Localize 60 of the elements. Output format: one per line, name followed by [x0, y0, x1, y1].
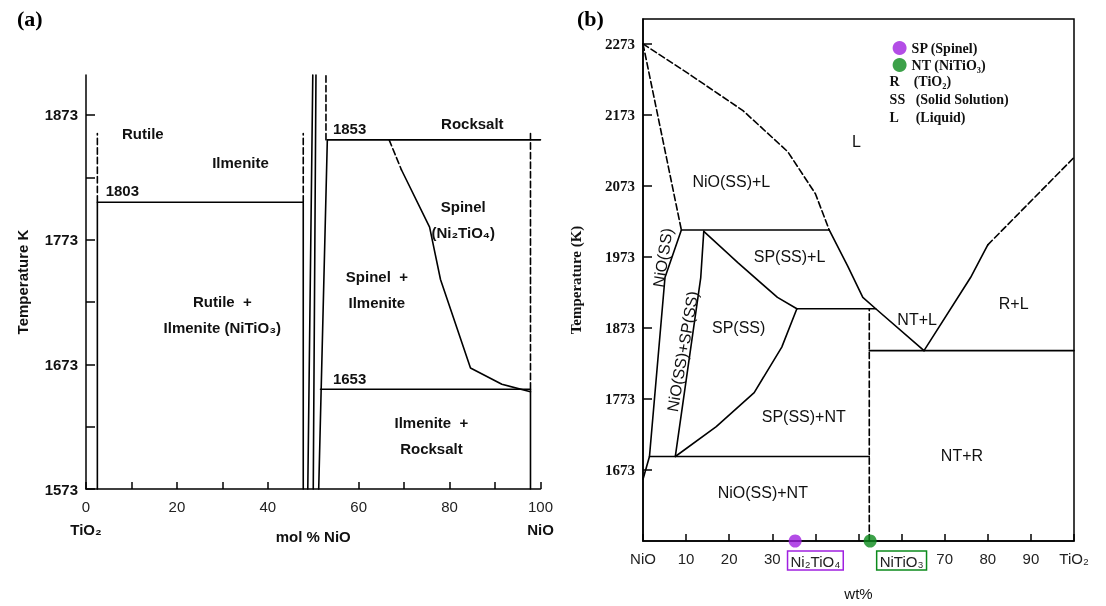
annotation: 1653: [332, 369, 367, 387]
x-tick-label: 90: [1022, 550, 1040, 567]
y-axis-title: Temperature (K): [567, 225, 585, 335]
annotation: NiO(SS)+L: [692, 173, 771, 191]
x-tick-label: NiO: [630, 550, 656, 567]
y-tick-label: 1673: [44, 355, 78, 373]
legend-label: SP (Spinel): [911, 40, 978, 57]
text: NiO: [527, 520, 555, 538]
x-tick-label: 70: [936, 550, 954, 567]
x-tick-label: 30: [763, 550, 781, 567]
annotation: L: [851, 132, 861, 150]
annotation: Spinel (Ni₂TiO₄): [431, 198, 495, 242]
annotation: Rutile + Ilmenite (NiTiO₃): [163, 292, 282, 336]
annotation: Spinel + Ilmenite: [345, 267, 409, 311]
x-tick-label: NiTiO₃: [879, 553, 924, 570]
annotation: SS (Solid Solution): [889, 91, 1009, 108]
annotation: R (TiO₂): [889, 73, 952, 90]
chart-title: (b): [577, 5, 604, 31]
annotation: SP(SS)+NT: [761, 408, 846, 426]
annotation: 1803: [105, 182, 140, 200]
x-tick-label: Ni₂TiO₄: [790, 553, 841, 570]
annotation: Rutile: [121, 125, 164, 143]
y-tick-label: 1773: [605, 390, 635, 407]
annotation: R+L: [998, 295, 1029, 313]
x-axis-title: wt%: [843, 585, 873, 602]
annotation: SP(SS): [712, 319, 766, 337]
annotation: NT+L: [897, 310, 937, 328]
x-tick-label: 80: [441, 498, 458, 515]
annotation: Ilmenite + Rocksalt: [394, 413, 469, 457]
x-tick-label: 20: [720, 550, 738, 567]
y-tick-label: 1873: [44, 106, 78, 124]
text: TiO₂: [70, 520, 102, 538]
annotation: SP(SS)+L: [753, 247, 826, 265]
y-tick-label: 1873: [605, 319, 635, 336]
y-tick-label: 1773: [44, 231, 78, 249]
annotation: 1853: [332, 120, 367, 138]
y-tick-label: 2073: [605, 177, 635, 194]
y-tick-label: 1973: [605, 248, 635, 265]
annotation: L (Liquid): [889, 109, 966, 126]
y-axis-title: Temperature K: [14, 229, 31, 335]
annotation: NT+R: [940, 446, 984, 464]
x-tick-label: 60: [350, 498, 368, 515]
x-tick-label: 0: [81, 498, 91, 515]
chart-title: (a): [17, 5, 43, 31]
x-axis-title: mol % NiO: [275, 528, 352, 545]
x-tick-label: 10: [677, 550, 695, 567]
y-tick-label: 2273: [605, 35, 635, 52]
annotation: Rocksalt: [441, 115, 504, 133]
x-tick-label: TiO₂: [1059, 550, 1089, 567]
x-tick-label: 80: [979, 550, 997, 567]
x-tick-label: 40: [259, 498, 277, 515]
y-tick-label: 1573: [44, 480, 78, 498]
x-tick-label: 20: [168, 498, 186, 515]
y-tick-label: 2173: [605, 106, 635, 123]
y-tick-label: 1673: [605, 461, 635, 478]
legend-label: NT (NiTiO₃): [911, 57, 987, 74]
annotation: Ilmenite: [212, 153, 269, 171]
annotation: NiO(SS)+NT: [717, 484, 809, 502]
annotation: NiO(SS): [649, 226, 676, 289]
x-tick-label: 100: [527, 498, 553, 515]
